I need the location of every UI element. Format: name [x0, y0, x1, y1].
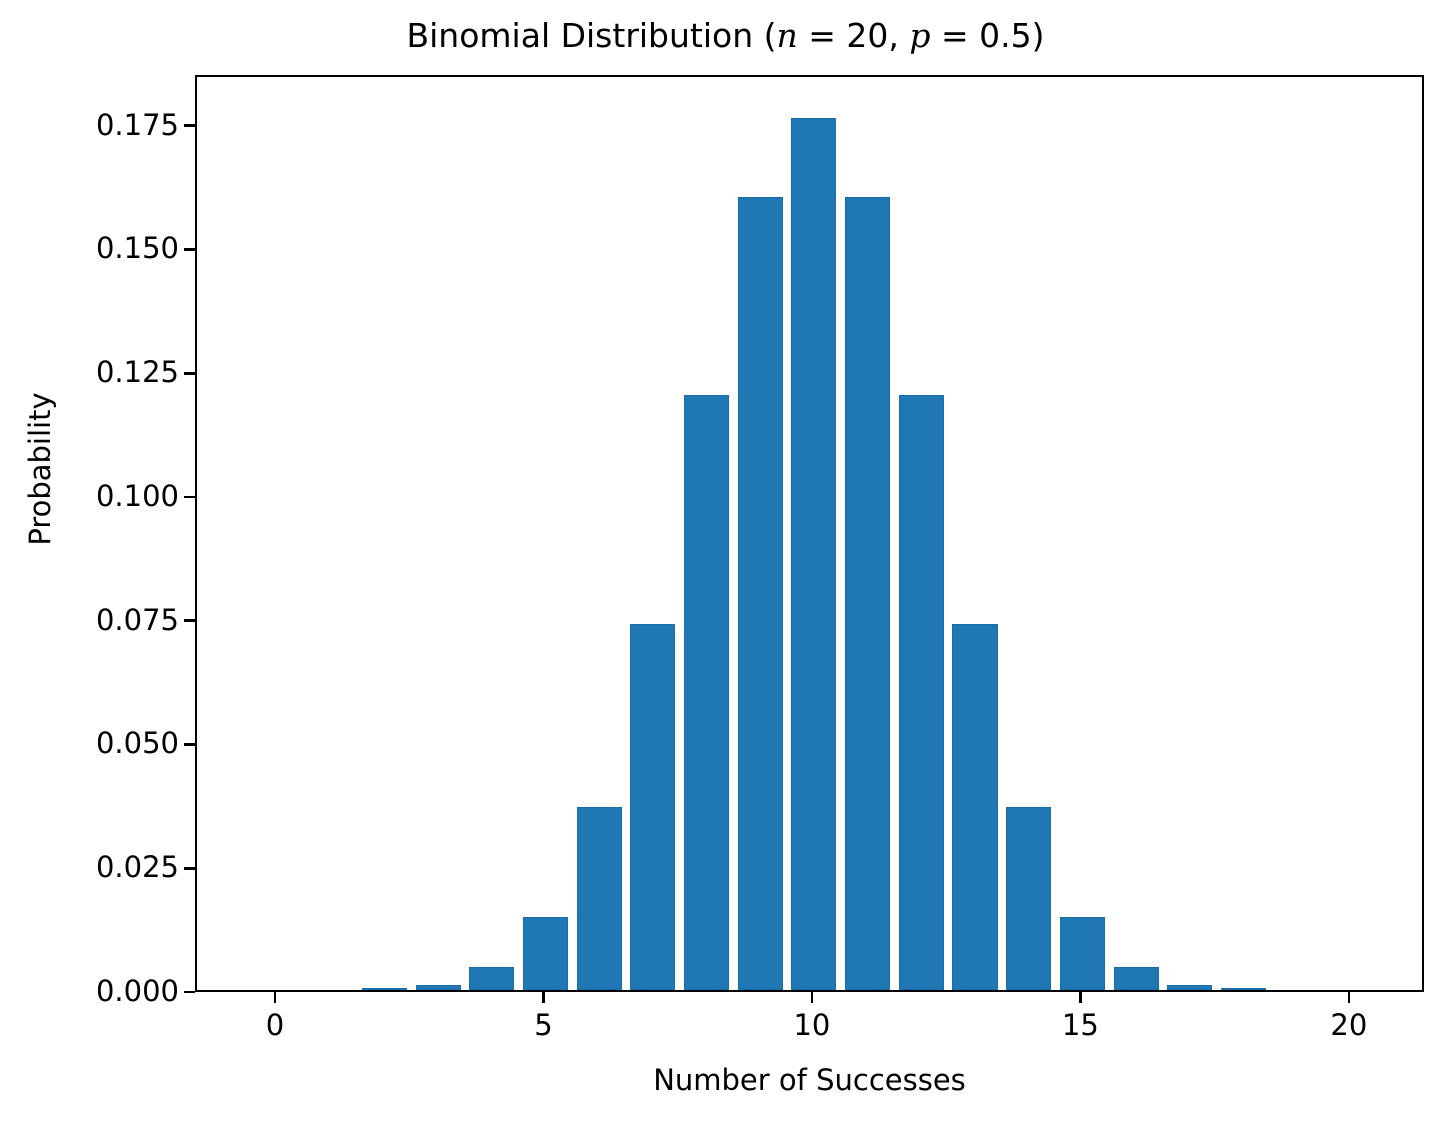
bar — [1006, 807, 1052, 990]
title-p-value: = 0.5) — [930, 16, 1045, 55]
y-tick-mark — [184, 124, 195, 128]
bar — [737, 197, 783, 990]
title-prefix: Binomial Distribution ( — [406, 16, 777, 55]
bar — [1220, 988, 1266, 990]
bar — [845, 197, 891, 990]
bar — [1167, 984, 1213, 990]
y-tick-mark — [184, 990, 195, 994]
y-tick-label: 0.050 — [95, 726, 179, 761]
y-tick-label: 0.075 — [95, 602, 179, 637]
x-tick-label: 0 — [265, 1008, 285, 1042]
bar — [1059, 916, 1105, 990]
title-var-n: n — [776, 16, 798, 55]
bars-layer — [197, 77, 1422, 990]
bar — [522, 916, 568, 990]
y-tick-label: 0.100 — [95, 478, 179, 513]
y-tick-mark — [184, 619, 195, 623]
title-n-value: = 20, — [797, 16, 910, 55]
bar — [1113, 967, 1159, 990]
bar — [576, 807, 622, 990]
bar — [791, 117, 837, 990]
x-axis-label: Number of Successes — [653, 1063, 966, 1097]
y-tick-label: 0.025 — [95, 850, 179, 885]
y-axis-label: Probability — [23, 392, 57, 546]
title-var-p: p — [909, 16, 931, 55]
x-tick-label: 5 — [534, 1008, 553, 1042]
y-tick-label: 0.150 — [95, 231, 179, 266]
bar — [630, 624, 676, 990]
y-tick-label: 0.175 — [95, 107, 179, 142]
x-tick-mark — [542, 992, 545, 1003]
chart-title: Binomial Distribution (n = 20, p = 0.5) — [0, 16, 1451, 55]
y-tick-label: 0.000 — [95, 974, 179, 1008]
bar — [415, 984, 461, 990]
y-tick-label: 0.125 — [95, 355, 179, 390]
x-tick-mark — [273, 992, 277, 1003]
y-tick-mark — [184, 371, 195, 375]
bar — [683, 395, 730, 990]
x-tick-label: 20 — [1330, 1008, 1368, 1042]
x-tick-mark — [1079, 992, 1082, 1003]
y-tick-mark — [184, 866, 195, 870]
x-tick-label: 10 — [793, 1008, 831, 1042]
y-tick-mark — [184, 248, 195, 251]
bar — [361, 988, 407, 990]
bar — [898, 395, 944, 990]
x-tick-label: 15 — [1061, 1008, 1099, 1042]
y-tick-mark — [184, 743, 195, 746]
x-tick-mark — [1347, 992, 1351, 1003]
y-tick-mark — [184, 495, 195, 499]
bar — [469, 967, 515, 990]
bar — [952, 624, 998, 990]
plot-area — [195, 75, 1424, 992]
x-tick-mark — [810, 992, 814, 1003]
